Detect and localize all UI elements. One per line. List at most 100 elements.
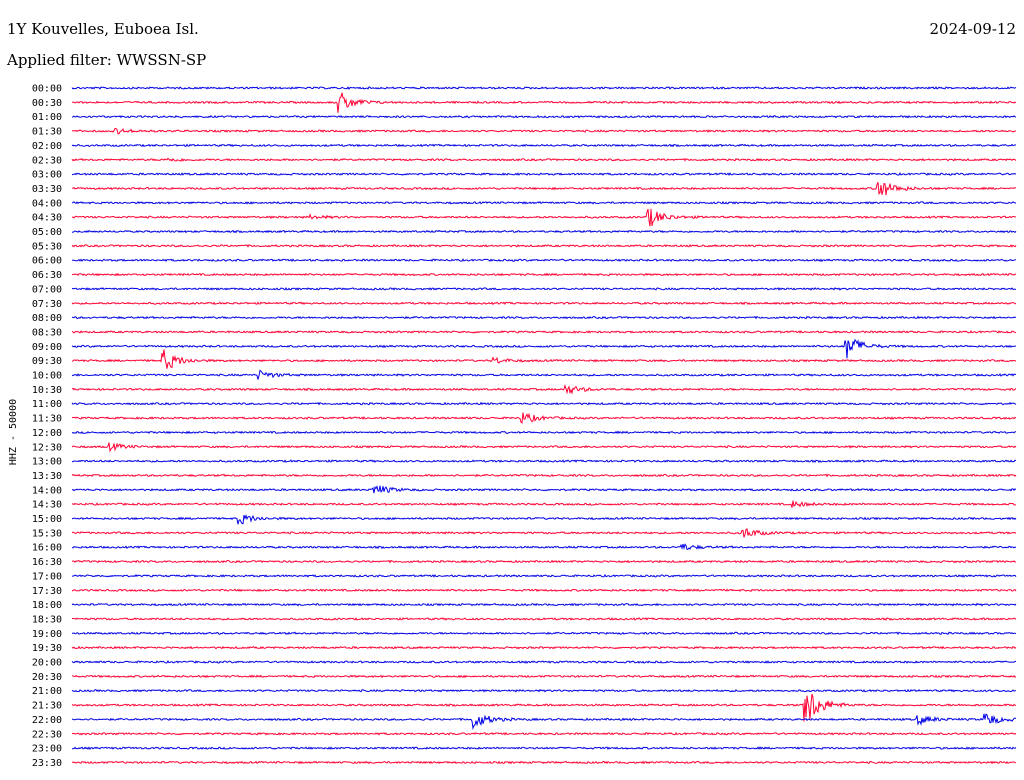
trace-row: [71, 631, 1017, 636]
row-time-label: 19:30: [32, 643, 62, 654]
trace-row: [71, 338, 1017, 359]
row-time-label: 06:30: [32, 270, 62, 281]
row-time-label: 15:00: [32, 514, 62, 525]
row-time-label: 00:30: [32, 98, 62, 109]
row-time-label: 02:30: [32, 155, 62, 166]
trace-row: [71, 272, 1017, 277]
row-time-label: 15:30: [32, 528, 62, 539]
trace-row: [71, 588, 1017, 593]
row-time-label: 09:30: [32, 356, 62, 367]
trace-row: [71, 86, 1017, 90]
trace-row: [72, 746, 1017, 750]
trace-row: [71, 128, 1017, 135]
trace-row: [71, 315, 1017, 320]
trace-row: [71, 559, 1017, 564]
row-time-label: 04:00: [32, 198, 62, 209]
row-time-label: 23:30: [32, 758, 62, 769]
trace-row: [71, 659, 1017, 664]
row-time-label: 11:00: [32, 399, 62, 410]
trace-row: [71, 442, 1017, 453]
trace-row: [71, 258, 1017, 263]
trace-row: [71, 430, 1017, 435]
row-time-label: 01:30: [32, 127, 62, 138]
row-time-label: 07:00: [32, 284, 62, 295]
row-time-label: 13:30: [32, 471, 62, 482]
trace-row: [71, 459, 1017, 464]
row-time-label: 05:00: [32, 227, 62, 238]
trace-row: [72, 229, 1017, 234]
trace-row: [71, 500, 1017, 508]
trace-row: [71, 485, 1017, 494]
row-time-label: 14:30: [32, 500, 62, 511]
trace-row: [71, 330, 1017, 334]
trace-row: [71, 182, 1017, 196]
row-time-label: 21:30: [32, 701, 62, 712]
row-time-label: 04:30: [32, 213, 62, 224]
trace-row: [71, 528, 1017, 538]
row-time-label: 08:00: [32, 313, 62, 324]
trace-row: [71, 401, 1017, 406]
trace-row: [71, 543, 1017, 550]
row-time-label: 13:00: [32, 457, 62, 468]
row-time-label: 06:00: [32, 256, 62, 267]
trace-row: [72, 617, 1017, 621]
trace-row: [71, 200, 1017, 205]
row-time-label: 21:00: [32, 686, 62, 697]
date-label: 2024-09-12: [929, 20, 1016, 38]
trace-row: [71, 473, 1017, 478]
row-time-label: 02:00: [32, 141, 62, 152]
trace-row: [71, 602, 1017, 607]
row-time-label: 18:00: [32, 600, 62, 611]
row-time-label: 17:00: [32, 571, 62, 582]
trace-row: [71, 412, 1017, 424]
trace-row: [71, 688, 1017, 693]
row-time-label: 23:00: [32, 744, 62, 755]
trace-row: [71, 384, 1017, 395]
row-time-label: 14:00: [32, 485, 62, 496]
row-time-label: 11:30: [32, 414, 62, 425]
row-time-label: 03:00: [32, 170, 62, 181]
trace-row: [71, 287, 1017, 291]
row-time-label: 01:00: [32, 112, 62, 123]
row-time-label: 10:30: [32, 385, 62, 396]
trace-row: [71, 243, 1017, 248]
row-time-label: 17:30: [32, 586, 62, 597]
trace-row: [71, 369, 1017, 380]
row-time-label: 12:30: [32, 442, 62, 453]
row-time-label: 22:30: [32, 729, 62, 740]
row-time-label: 00:00: [32, 84, 62, 95]
row-time-label: 03:30: [32, 184, 62, 195]
trace-row: [72, 573, 1017, 578]
row-time-label: 18:30: [32, 614, 62, 625]
trace-row: [71, 349, 1017, 369]
row-time-label: 16:30: [32, 557, 62, 568]
row-time-label: 20:30: [32, 672, 62, 683]
trace-row: [71, 693, 1017, 722]
row-time-label: 09:00: [32, 342, 62, 353]
trace-row: [71, 208, 1017, 227]
trace-row: [71, 92, 1017, 113]
row-time-label: 08:30: [32, 327, 62, 338]
row-time-label: 16:00: [32, 543, 62, 554]
trace-row: [71, 143, 1017, 148]
trace-row: [71, 301, 1017, 306]
trace-row: [71, 713, 1017, 731]
trace-row: [71, 514, 1017, 525]
row-time-label: 10:00: [32, 371, 62, 382]
trace-row: [71, 645, 1017, 650]
trace-row: [71, 760, 1017, 765]
trace-row: [71, 731, 1017, 736]
trace-row: [71, 114, 1017, 119]
row-time-label: 20:00: [32, 658, 62, 669]
station-title: 1Y Kouvelles, Euboea Isl.: [7, 20, 199, 38]
trace-row: [71, 172, 1017, 177]
filter-label: Applied filter: WWSSN-SP: [7, 51, 207, 69]
trace-row: [71, 674, 1017, 679]
row-time-label: 12:00: [32, 428, 62, 439]
trace-row: [71, 157, 1017, 162]
row-time-label: 07:30: [32, 299, 62, 310]
row-time-label: 22:00: [32, 715, 62, 726]
row-time-label: 05:30: [32, 241, 62, 252]
row-time-label: 19:00: [32, 629, 62, 640]
